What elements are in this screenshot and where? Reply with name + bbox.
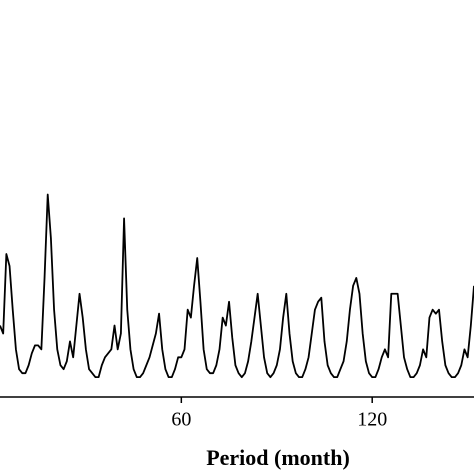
x-tick-label: 120 bbox=[357, 409, 387, 431]
data-line bbox=[0, 193, 474, 379]
x-tick-label: 60 bbox=[171, 409, 191, 431]
x-axis-label: Period (month) bbox=[206, 445, 350, 470]
